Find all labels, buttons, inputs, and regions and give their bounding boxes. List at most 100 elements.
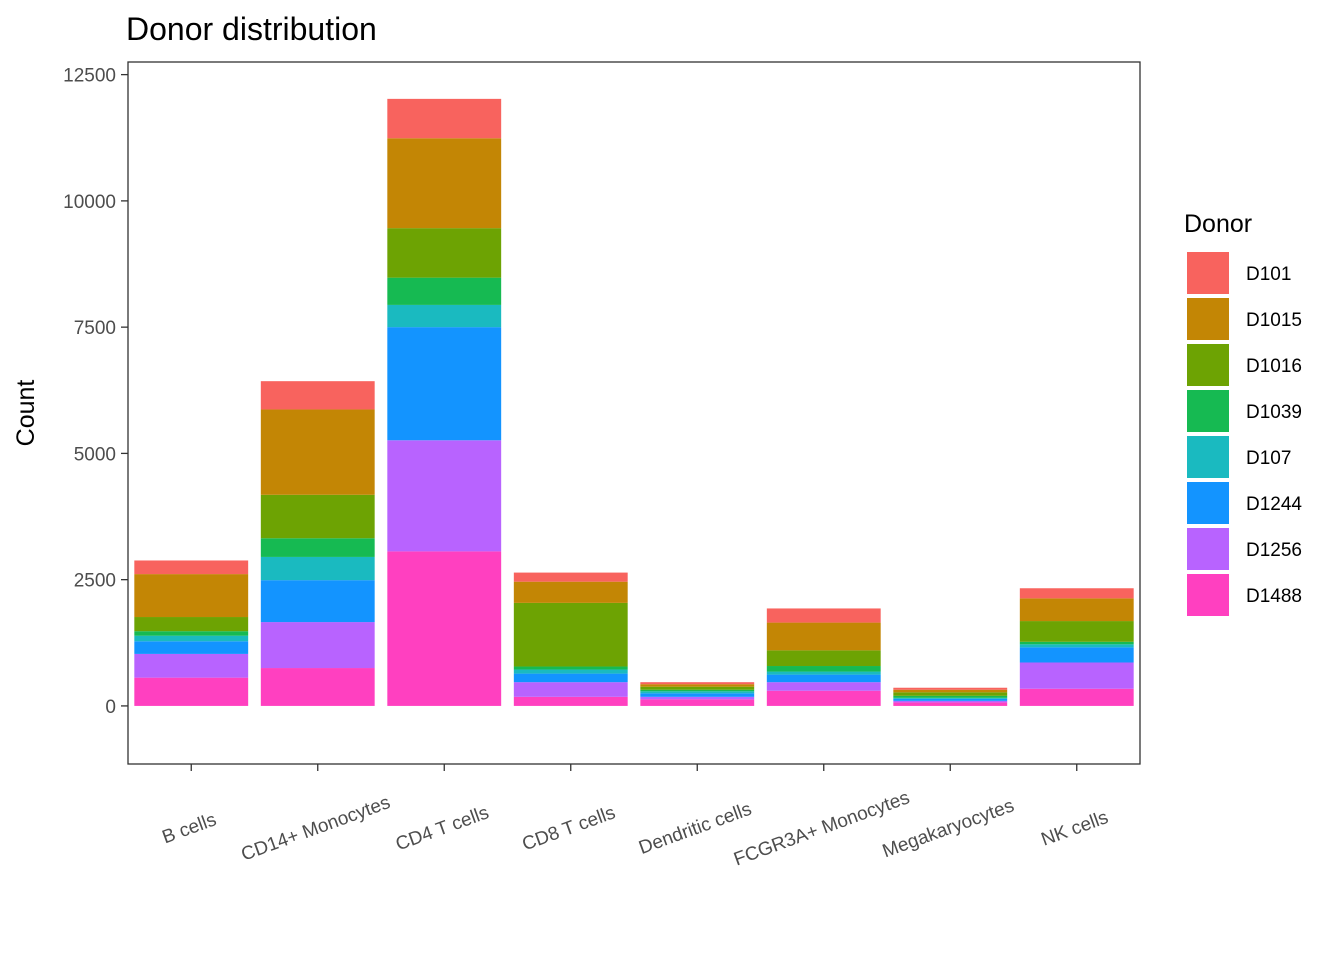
bar-cd8-t-cells-d1039 bbox=[513, 666, 628, 670]
legend-key-d1039 bbox=[1187, 390, 1229, 432]
bar-megakaryocytes-d1015 bbox=[893, 689, 1008, 693]
bar-cd4-t-cells-d101 bbox=[387, 98, 502, 139]
bar-b-cells-d101 bbox=[134, 560, 249, 575]
legend-label-d1039: D1039 bbox=[1246, 402, 1302, 423]
bar-dendritic-cells-d1256 bbox=[640, 696, 755, 700]
bar-fcgr3a-monocytes-d1016 bbox=[766, 650, 881, 667]
bar-dendritic-cells-d107 bbox=[640, 691, 755, 694]
bar-nk-cells-d1244 bbox=[1019, 647, 1134, 663]
bar-dendritic-cells-d1016 bbox=[640, 686, 755, 690]
y-axis: 0 2500 5000 7500 10000 12500 bbox=[63, 66, 128, 718]
x-axis: B cells CD14+ Monocytes CD4 T cells CD8 T c… bbox=[159, 764, 1111, 870]
bar-b-cells-d1016 bbox=[134, 617, 249, 632]
bar-b-cells-d107 bbox=[134, 635, 249, 642]
bar-fcgr3a-monocytes-d1015 bbox=[766, 622, 881, 651]
legend-key-d1488 bbox=[1187, 574, 1229, 616]
legend-label-d101: D101 bbox=[1246, 264, 1291, 285]
y-axis-title: Count bbox=[12, 380, 40, 447]
bar-nk-cells-d1016 bbox=[1019, 621, 1134, 642]
bar-dendritic-cells-d1488 bbox=[640, 699, 755, 706]
bar-fcgr3a-monocytes-d101 bbox=[766, 608, 881, 623]
bar-megakaryocytes-d1244 bbox=[893, 698, 1008, 701]
bar-dendritic-cells-d1015 bbox=[640, 684, 755, 687]
bar-nk-cells-d1015 bbox=[1019, 598, 1134, 622]
legend-title: Donor bbox=[1184, 210, 1252, 238]
y-tick-label: 0 bbox=[105, 697, 116, 718]
x-tick-label-nk-cells: NK cells bbox=[1039, 807, 1112, 851]
bar-dendritic-cells-d101 bbox=[640, 682, 755, 685]
bar-cd4-t-cells-d107 bbox=[387, 304, 502, 328]
bar-cd8-t-cells-d101 bbox=[513, 572, 628, 582]
y-tick-label: 10000 bbox=[63, 192, 116, 213]
legend-label-d1244: D1244 bbox=[1246, 494, 1302, 515]
bar-megakaryocytes-d107 bbox=[893, 697, 1008, 699]
bar-dendritic-cells-d1244 bbox=[640, 693, 755, 697]
x-tick-label-cd4-t-cells: CD4 T cells bbox=[393, 802, 492, 855]
bar-cd14-monocytes-d1016 bbox=[260, 494, 375, 539]
bar-nk-cells-d1256 bbox=[1019, 662, 1134, 689]
bar-b-cells-d1039 bbox=[134, 631, 249, 636]
bar-cd4-t-cells-d1244 bbox=[387, 327, 502, 441]
bar-cd8-t-cells-d1016 bbox=[513, 602, 628, 667]
bar-cd8-t-cells-d107 bbox=[513, 669, 628, 674]
legend-label-d1256: D1256 bbox=[1246, 540, 1302, 561]
bar-megakaryocytes-d1039 bbox=[893, 695, 1008, 698]
bar-fcgr3a-monocytes-d107 bbox=[766, 671, 881, 675]
bar-fcgr3a-monocytes-d1244 bbox=[766, 674, 881, 683]
bar-b-cells-d1256 bbox=[134, 653, 249, 678]
bar-cd4-t-cells-d1488 bbox=[387, 551, 502, 706]
bar-b-cells-d1488 bbox=[134, 677, 249, 706]
bar-nk-cells-d1488 bbox=[1019, 688, 1134, 706]
legend-key-d1015 bbox=[1187, 298, 1229, 340]
plot-border bbox=[127, 61, 1141, 765]
bar-megakaryocytes-d1016 bbox=[893, 692, 1008, 696]
legend-key-d1244 bbox=[1187, 482, 1229, 524]
y-tick-label: 2500 bbox=[74, 571, 116, 592]
legend: D101 D1015 D1016 D1039 D107 D1244 D1256 D1488 bbox=[1187, 252, 1302, 616]
legend-key-d101 bbox=[1187, 252, 1229, 294]
bar-nk-cells-d1039 bbox=[1019, 641, 1134, 645]
legend-key-d107 bbox=[1187, 436, 1229, 478]
legend-label-d1488: D1488 bbox=[1246, 586, 1302, 607]
bar-megakaryocytes-d101 bbox=[893, 687, 1008, 690]
bars-layer bbox=[134, 98, 1134, 706]
bar-cd14-monocytes-d1039 bbox=[260, 538, 375, 557]
bar-cd4-t-cells-d1256 bbox=[387, 440, 502, 552]
bar-b-cells-d1244 bbox=[134, 641, 249, 654]
bar-cd8-t-cells-d1488 bbox=[513, 696, 628, 706]
bar-dendritic-cells-d1039 bbox=[640, 689, 755, 692]
bar-megakaryocytes-d1256 bbox=[893, 700, 1008, 703]
x-tick-label-b-cells: B cells bbox=[159, 809, 219, 848]
legend-key-d1256 bbox=[1187, 528, 1229, 570]
bar-cd8-t-cells-d1244 bbox=[513, 673, 628, 683]
bar-fcgr3a-monocytes-d1256 bbox=[766, 682, 881, 691]
legend-label-d1016: D1016 bbox=[1246, 356, 1302, 377]
bar-fcgr3a-monocytes-d1039 bbox=[766, 666, 881, 672]
bar-cd14-monocytes-d1244 bbox=[260, 580, 375, 623]
bar-fcgr3a-monocytes-d1488 bbox=[766, 690, 881, 706]
bar-nk-cells-d107 bbox=[1019, 644, 1134, 648]
bar-cd14-monocytes-d1256 bbox=[260, 622, 375, 669]
bar-nk-cells-d101 bbox=[1019, 588, 1134, 599]
bar-cd8-t-cells-d1015 bbox=[513, 581, 628, 603]
bar-cd14-monocytes-d1488 bbox=[260, 668, 375, 706]
legend-key-d1016 bbox=[1187, 344, 1229, 386]
bar-b-cells-d1015 bbox=[134, 574, 249, 618]
bar-cd4-t-cells-d1016 bbox=[387, 228, 502, 278]
legend-label-d107: D107 bbox=[1246, 448, 1291, 469]
x-tick-label-cd14-monocytes: CD14+ Monocytes bbox=[239, 792, 394, 865]
bar-cd14-monocytes-d107 bbox=[260, 556, 375, 581]
bar-cd14-monocytes-d101 bbox=[260, 381, 375, 410]
bar-cd4-t-cells-d1039 bbox=[387, 277, 502, 305]
bar-cd14-monocytes-d1015 bbox=[260, 409, 375, 495]
legend-label-d1015: D1015 bbox=[1246, 310, 1302, 331]
y-tick-label: 12500 bbox=[63, 66, 116, 87]
chart-title: Donor distribution bbox=[126, 11, 377, 47]
y-tick-label: 5000 bbox=[74, 444, 116, 465]
bar-cd4-t-cells-d1015 bbox=[387, 138, 502, 229]
bar-cd8-t-cells-d1256 bbox=[513, 682, 628, 697]
y-tick-label: 7500 bbox=[74, 318, 116, 339]
x-tick-label-cd8-t-cells: CD8 T cells bbox=[519, 802, 618, 855]
bar-megakaryocytes-d1488 bbox=[893, 702, 1008, 706]
